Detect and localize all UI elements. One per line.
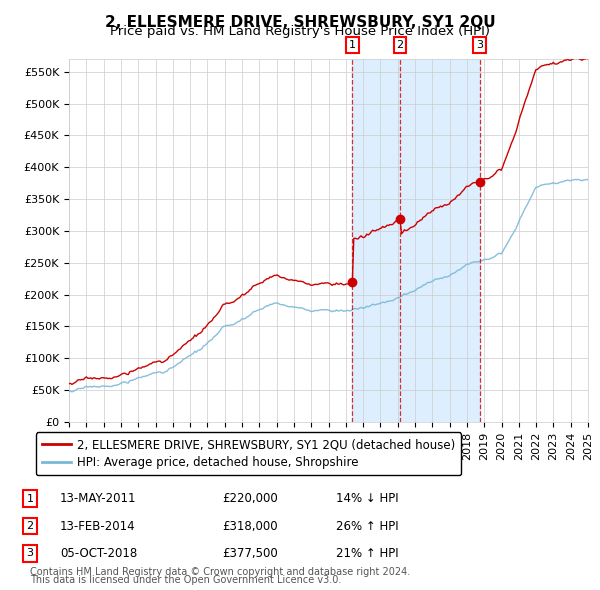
Text: 05-OCT-2018: 05-OCT-2018	[60, 547, 137, 560]
Text: 2: 2	[397, 40, 404, 50]
Text: 1: 1	[349, 40, 356, 50]
Text: £377,500: £377,500	[222, 547, 278, 560]
Text: 26% ↑ HPI: 26% ↑ HPI	[336, 520, 398, 533]
Text: Contains HM Land Registry data © Crown copyright and database right 2024.: Contains HM Land Registry data © Crown c…	[30, 567, 410, 577]
Text: 14% ↓ HPI: 14% ↓ HPI	[336, 492, 398, 505]
Legend: 2, ELLESMERE DRIVE, SHREWSBURY, SY1 2QU (detached house), HPI: Average price, de: 2, ELLESMERE DRIVE, SHREWSBURY, SY1 2QU …	[36, 432, 461, 475]
Text: 13-FEB-2014: 13-FEB-2014	[60, 520, 136, 533]
Text: 3: 3	[476, 40, 483, 50]
Text: £220,000: £220,000	[222, 492, 278, 505]
Bar	[352, 59, 479, 422]
Text: Price paid vs. HM Land Registry's House Price Index (HPI): Price paid vs. HM Land Registry's House …	[110, 25, 490, 38]
Text: 3: 3	[26, 549, 34, 558]
Text: 2, ELLESMERE DRIVE, SHREWSBURY, SY1 2QU: 2, ELLESMERE DRIVE, SHREWSBURY, SY1 2QU	[104, 15, 496, 30]
Text: 1: 1	[26, 494, 34, 503]
Text: 13-MAY-2011: 13-MAY-2011	[60, 492, 137, 505]
Text: £318,000: £318,000	[222, 520, 278, 533]
Text: 21% ↑ HPI: 21% ↑ HPI	[336, 547, 398, 560]
Text: 2: 2	[26, 522, 34, 531]
Text: This data is licensed under the Open Government Licence v3.0.: This data is licensed under the Open Gov…	[30, 575, 341, 585]
